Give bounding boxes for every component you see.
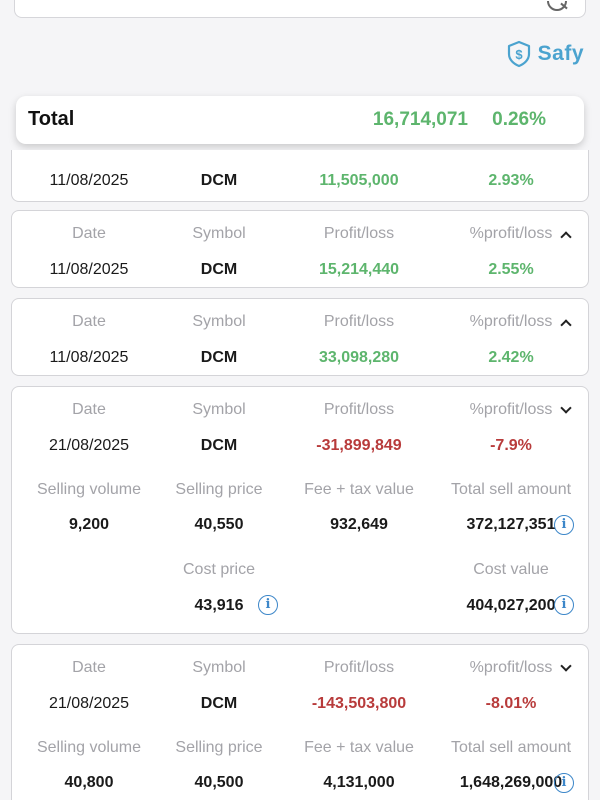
- info-icon[interactable]: i: [554, 773, 574, 793]
- total-sell-header: Total sell amount: [450, 739, 572, 756]
- row-symbol: DCM: [200, 437, 238, 454]
- percent-header: %profit/loss: [469, 225, 553, 242]
- symbol-header: Symbol: [192, 313, 246, 330]
- info-icon[interactable]: i: [554, 515, 574, 535]
- row-symbol: DCM: [200, 172, 238, 189]
- selling-price-header: Selling price: [175, 481, 263, 498]
- selling-volume-value: 40,800: [64, 774, 114, 791]
- total-profit-percent: 0.26%: [492, 109, 546, 130]
- list-item[interactable]: Date Symbol Profit/loss %profit/loss 21/…: [11, 644, 589, 800]
- list-item[interactable]: Date Symbol Profit/loss %profit/loss 11/…: [11, 210, 589, 288]
- brand-logo: $ Safy: [506, 40, 584, 68]
- date-header: Date: [72, 659, 106, 676]
- list-item[interactable]: Date Symbol Profit/loss %profit/loss 21/…: [11, 386, 589, 634]
- search-input[interactable]: [14, 0, 586, 18]
- info-icon[interactable]: i: [554, 595, 574, 615]
- date-header: Date: [72, 401, 106, 418]
- row-profit: 15,214,440: [318, 261, 400, 278]
- profit-header: Profit/loss: [323, 313, 395, 330]
- fee-tax-header: Fee + tax value: [304, 739, 414, 756]
- row-profit: -31,899,849: [316, 437, 402, 454]
- row-symbol: DCM: [200, 695, 238, 712]
- fee-tax-value: 932,649: [330, 516, 388, 533]
- list-item[interactable]: 11/08/2025 DCM 11,505,000 2.93%: [11, 150, 589, 202]
- svg-text:$: $: [515, 47, 523, 62]
- row-profit: -143,503,800: [311, 695, 407, 712]
- row-percent: -7.9%: [490, 437, 532, 454]
- row-date: 11/08/2025: [49, 349, 129, 366]
- cost-price-header: Cost price: [182, 561, 256, 578]
- total-sell-value: 372,127,351: [466, 516, 556, 533]
- row-symbol: DCM: [200, 261, 238, 278]
- fee-tax-header: Fee + tax value: [304, 481, 414, 498]
- brand-name: Safy: [537, 42, 584, 65]
- profit-header: Profit/loss: [323, 401, 395, 418]
- selling-volume-header: Selling volume: [36, 739, 142, 756]
- total-summary-card: Total 16,714,071 0.26%: [16, 96, 584, 144]
- total-profit-value: 16,714,071: [372, 109, 468, 130]
- row-date: 21/08/2025: [48, 695, 130, 712]
- cost-value-value: 404,027,200: [466, 597, 556, 614]
- symbol-header: Symbol: [192, 401, 246, 418]
- total-sell-value: 1,648,269,000: [459, 774, 563, 791]
- selling-price-value: 40,500: [194, 774, 244, 791]
- cost-price-value: 43,916: [194, 597, 244, 614]
- profit-header: Profit/loss: [323, 225, 395, 242]
- row-profit: 11,505,000: [319, 172, 399, 189]
- row-date: 11/08/2025: [49, 172, 129, 189]
- row-date: 11/08/2025: [49, 261, 129, 278]
- row-percent: -8.01%: [485, 695, 537, 712]
- total-sell-header: Total sell amount: [450, 481, 572, 498]
- date-header: Date: [72, 313, 106, 330]
- row-percent: 2.42%: [488, 349, 534, 366]
- percent-header: %profit/loss: [469, 313, 553, 330]
- fee-tax-value: 4,131,000: [323, 774, 395, 791]
- row-percent: 2.93%: [488, 172, 534, 189]
- row-profit: 33,098,280: [318, 349, 400, 366]
- shield-dollar-icon: $: [507, 40, 530, 68]
- percent-header: %profit/loss: [469, 401, 553, 418]
- symbol-header: Symbol: [192, 225, 246, 242]
- profit-header: Profit/loss: [323, 659, 395, 676]
- list-item[interactable]: Date Symbol Profit/loss %profit/loss 11/…: [11, 298, 589, 376]
- info-icon[interactable]: i: [258, 595, 278, 615]
- selling-volume-header: Selling volume: [36, 481, 142, 498]
- row-date: 21/08/2025: [48, 437, 130, 454]
- selling-price-header: Selling price: [175, 739, 263, 756]
- date-header: Date: [72, 225, 106, 242]
- row-symbol: DCM: [200, 349, 238, 366]
- selling-volume-value: 9,200: [68, 516, 110, 533]
- selling-price-value: 40,550: [194, 516, 244, 533]
- symbol-header: Symbol: [192, 659, 246, 676]
- percent-header: %profit/loss: [469, 659, 553, 676]
- cost-value-header: Cost value: [473, 561, 549, 578]
- row-percent: 2.55%: [488, 261, 534, 278]
- total-label: Total: [28, 108, 75, 130]
- search-icon[interactable]: [547, 1, 569, 15]
